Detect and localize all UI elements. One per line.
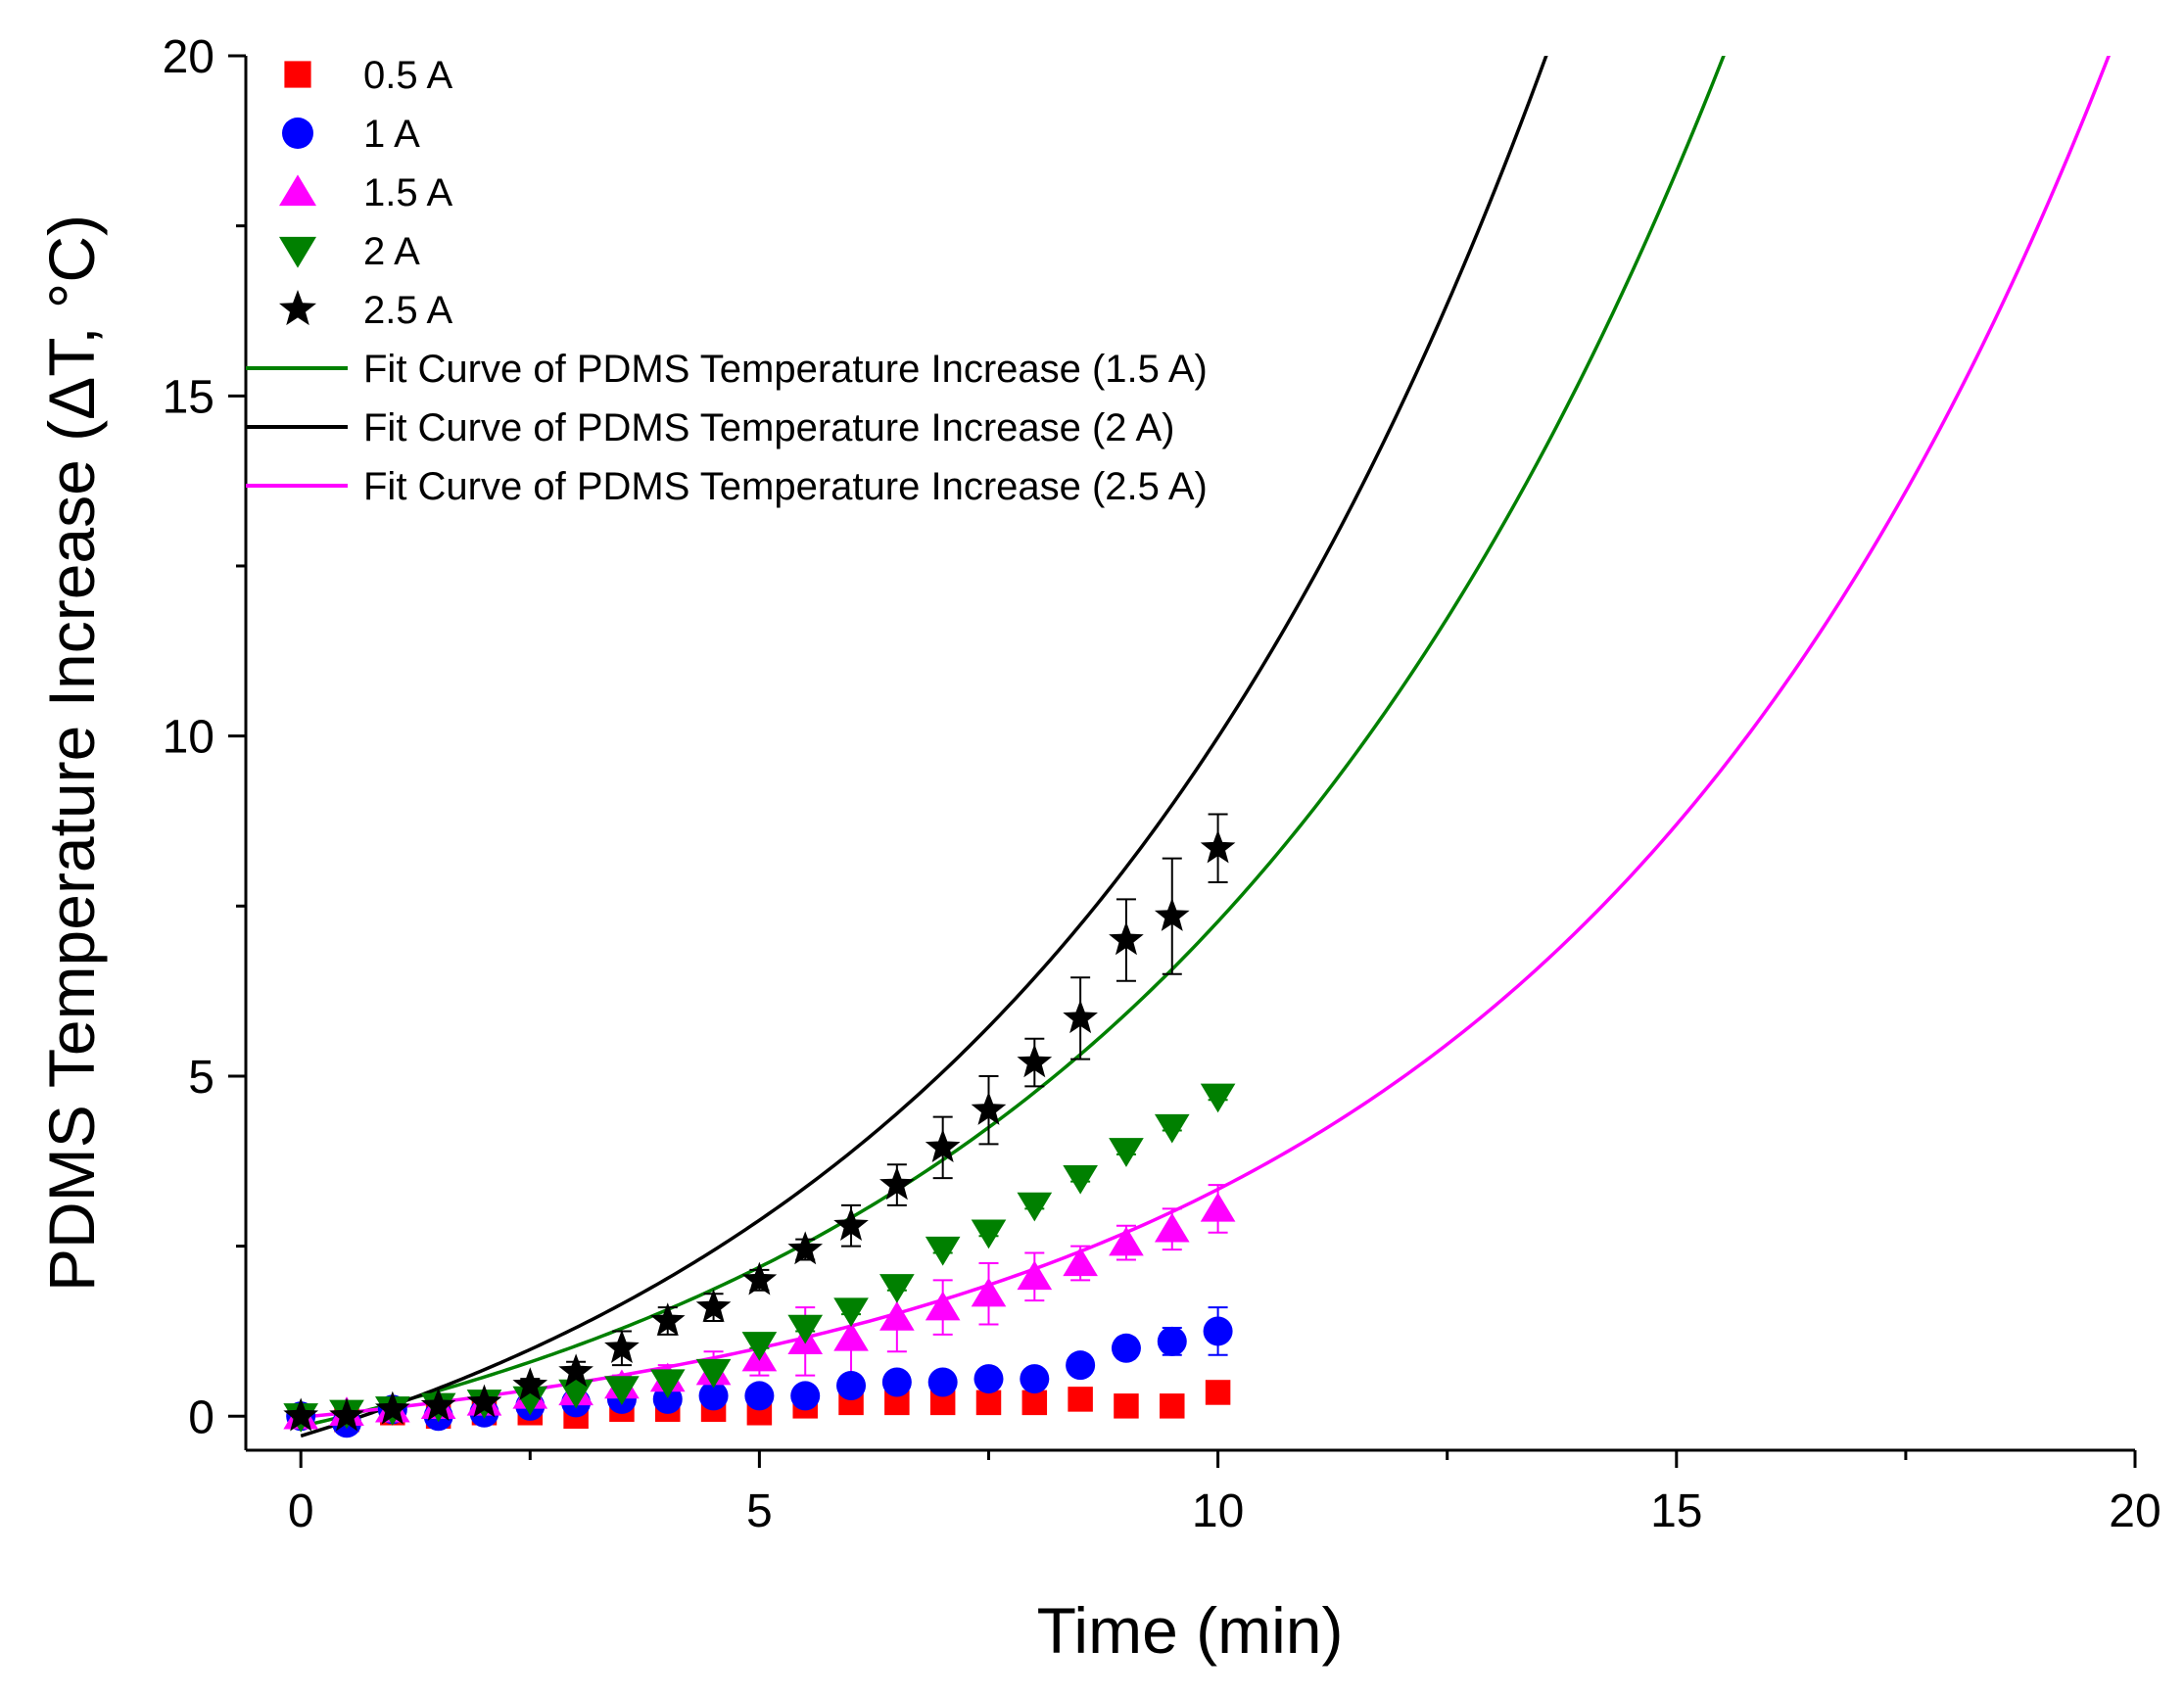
data-point-2-a [695,1358,732,1389]
data-point-2-5-a [1154,897,1190,931]
axes [244,56,2135,1452]
y-tick-label: 5 [188,1052,214,1104]
ticks: 0 5 10 15 20 0 5 10 15 20 [163,31,2161,1537]
data-point-1-5-a [879,1301,915,1331]
data-point-2-a [1109,1138,1144,1167]
data-point-1-a [744,1381,775,1411]
data-point-2-5-a [1063,1000,1098,1034]
legend: 0.5 A 1 A 1.5 A 2 A 2.5 A Fit Curve of PDMS T… [246,54,1208,508]
data-point-1-5-a [1063,1247,1098,1277]
legend-label: Fit Curve of PDMS Temperature Increase (… [363,406,1174,449]
data-point-2-5-a [466,1384,502,1418]
fit-curve-1 [300,56,1548,1438]
data-point-1-a [927,1367,958,1397]
data-point-2-a [833,1297,869,1328]
data-point-1-a [973,1364,1004,1394]
data-point-2-5-a [512,1367,548,1401]
data-point-2-a [879,1274,915,1303]
fit-curve-0 [300,56,1726,1429]
markers-layer [283,829,1236,1438]
data-point-2-5-a [695,1289,732,1323]
data-point-1-a [1203,1316,1233,1346]
legend-marker-3 [278,236,317,268]
data-point-2-a [1154,1113,1190,1144]
data-point-1-a [1020,1364,1050,1394]
data-point-1-a [836,1371,867,1401]
data-point-2-a [1063,1164,1098,1195]
x-tick-label: 20 [2109,1485,2160,1537]
data-point-2-5-a [925,1129,961,1163]
data-point-2-a [558,1379,593,1409]
data-point-2-a [604,1376,640,1405]
data-point-2-5-a [420,1388,456,1422]
legend-label: Fit Curve of PDMS Temperature Increase (… [363,348,1208,391]
data-point-2-5-a [741,1261,778,1296]
data-point-1-5-a [1109,1226,1144,1256]
data-point-2-5-a [833,1207,869,1241]
data-point-2-a [1017,1192,1053,1222]
data-point-2-5-a [787,1231,824,1265]
data-point-1-a [698,1381,729,1411]
y-tick-label: 10 [163,712,214,764]
data-point-0-5-a [1205,1380,1231,1405]
data-point-1-5-a [925,1291,961,1321]
legend-label: 2.5 A [363,289,453,332]
legend-label: 2 A [363,230,420,273]
legend-marker-2 [278,174,317,207]
data-point-2-5-a [1200,829,1236,864]
data-point-0-5-a [975,1390,1002,1416]
x-axis-title: Time (min) [1037,1594,1344,1667]
data-point-2-5-a [283,1397,319,1432]
legend-label: 1 A [363,113,420,156]
data-point-1-a [881,1367,912,1397]
data-point-2-a [1200,1083,1236,1113]
x-tick-label: 5 [746,1485,773,1537]
y-tick-label: 0 [188,1391,214,1443]
data-point-2-5-a [1109,921,1144,956]
legend-label: 1.5 A [363,171,453,214]
data-point-0-5-a [1114,1393,1139,1419]
data-point-1-a [1157,1326,1187,1356]
data-point-1-5-a [1154,1212,1190,1243]
data-point-0-5-a [1021,1390,1048,1416]
y-tick-label: 15 [163,371,214,423]
x-tick-label: 10 [1192,1485,1244,1537]
data-point-2-a [787,1314,824,1344]
data-point-1-a [790,1381,821,1411]
legend-label: Fit Curve of PDMS Temperature Increase (… [363,465,1208,508]
data-point-2-a [741,1332,778,1361]
y-axis-title: PDMS Temperature Increase (ΔT, °C) [35,214,108,1292]
data-point-0-5-a [1068,1387,1093,1412]
data-point-1-a [1066,1350,1096,1381]
data-point-2-5-a [558,1353,593,1388]
data-point-2-5-a [604,1330,640,1363]
data-point-2-5-a [1017,1044,1053,1078]
x-tick-label: 15 [1650,1485,1702,1537]
data-point-1-5-a [971,1277,1007,1307]
data-point-2-5-a [971,1091,1007,1125]
data-point-1-5-a [1200,1192,1236,1222]
data-point-1-5-a [1017,1260,1053,1291]
y-tick-label: 20 [163,31,214,83]
data-point-2-5-a [329,1397,364,1432]
data-point-2-5-a [649,1302,686,1337]
data-point-0-5-a [1160,1393,1185,1419]
data-point-2-5-a [374,1390,410,1425]
data-point-1-a [1111,1333,1141,1363]
data-point-2-a [925,1236,961,1266]
x-tick-label: 0 [288,1485,314,1537]
legend-marker-4 [278,290,317,326]
data-point-1-5-a [833,1321,869,1351]
data-point-1-a [652,1384,683,1414]
data-point-2-5-a [879,1166,915,1201]
data-point-2-a [971,1219,1007,1249]
data-point-2-a [649,1369,686,1399]
legend-marker-0 [284,61,311,88]
legend-marker-1 [282,118,313,149]
legend-label: 0.5 A [363,54,453,97]
